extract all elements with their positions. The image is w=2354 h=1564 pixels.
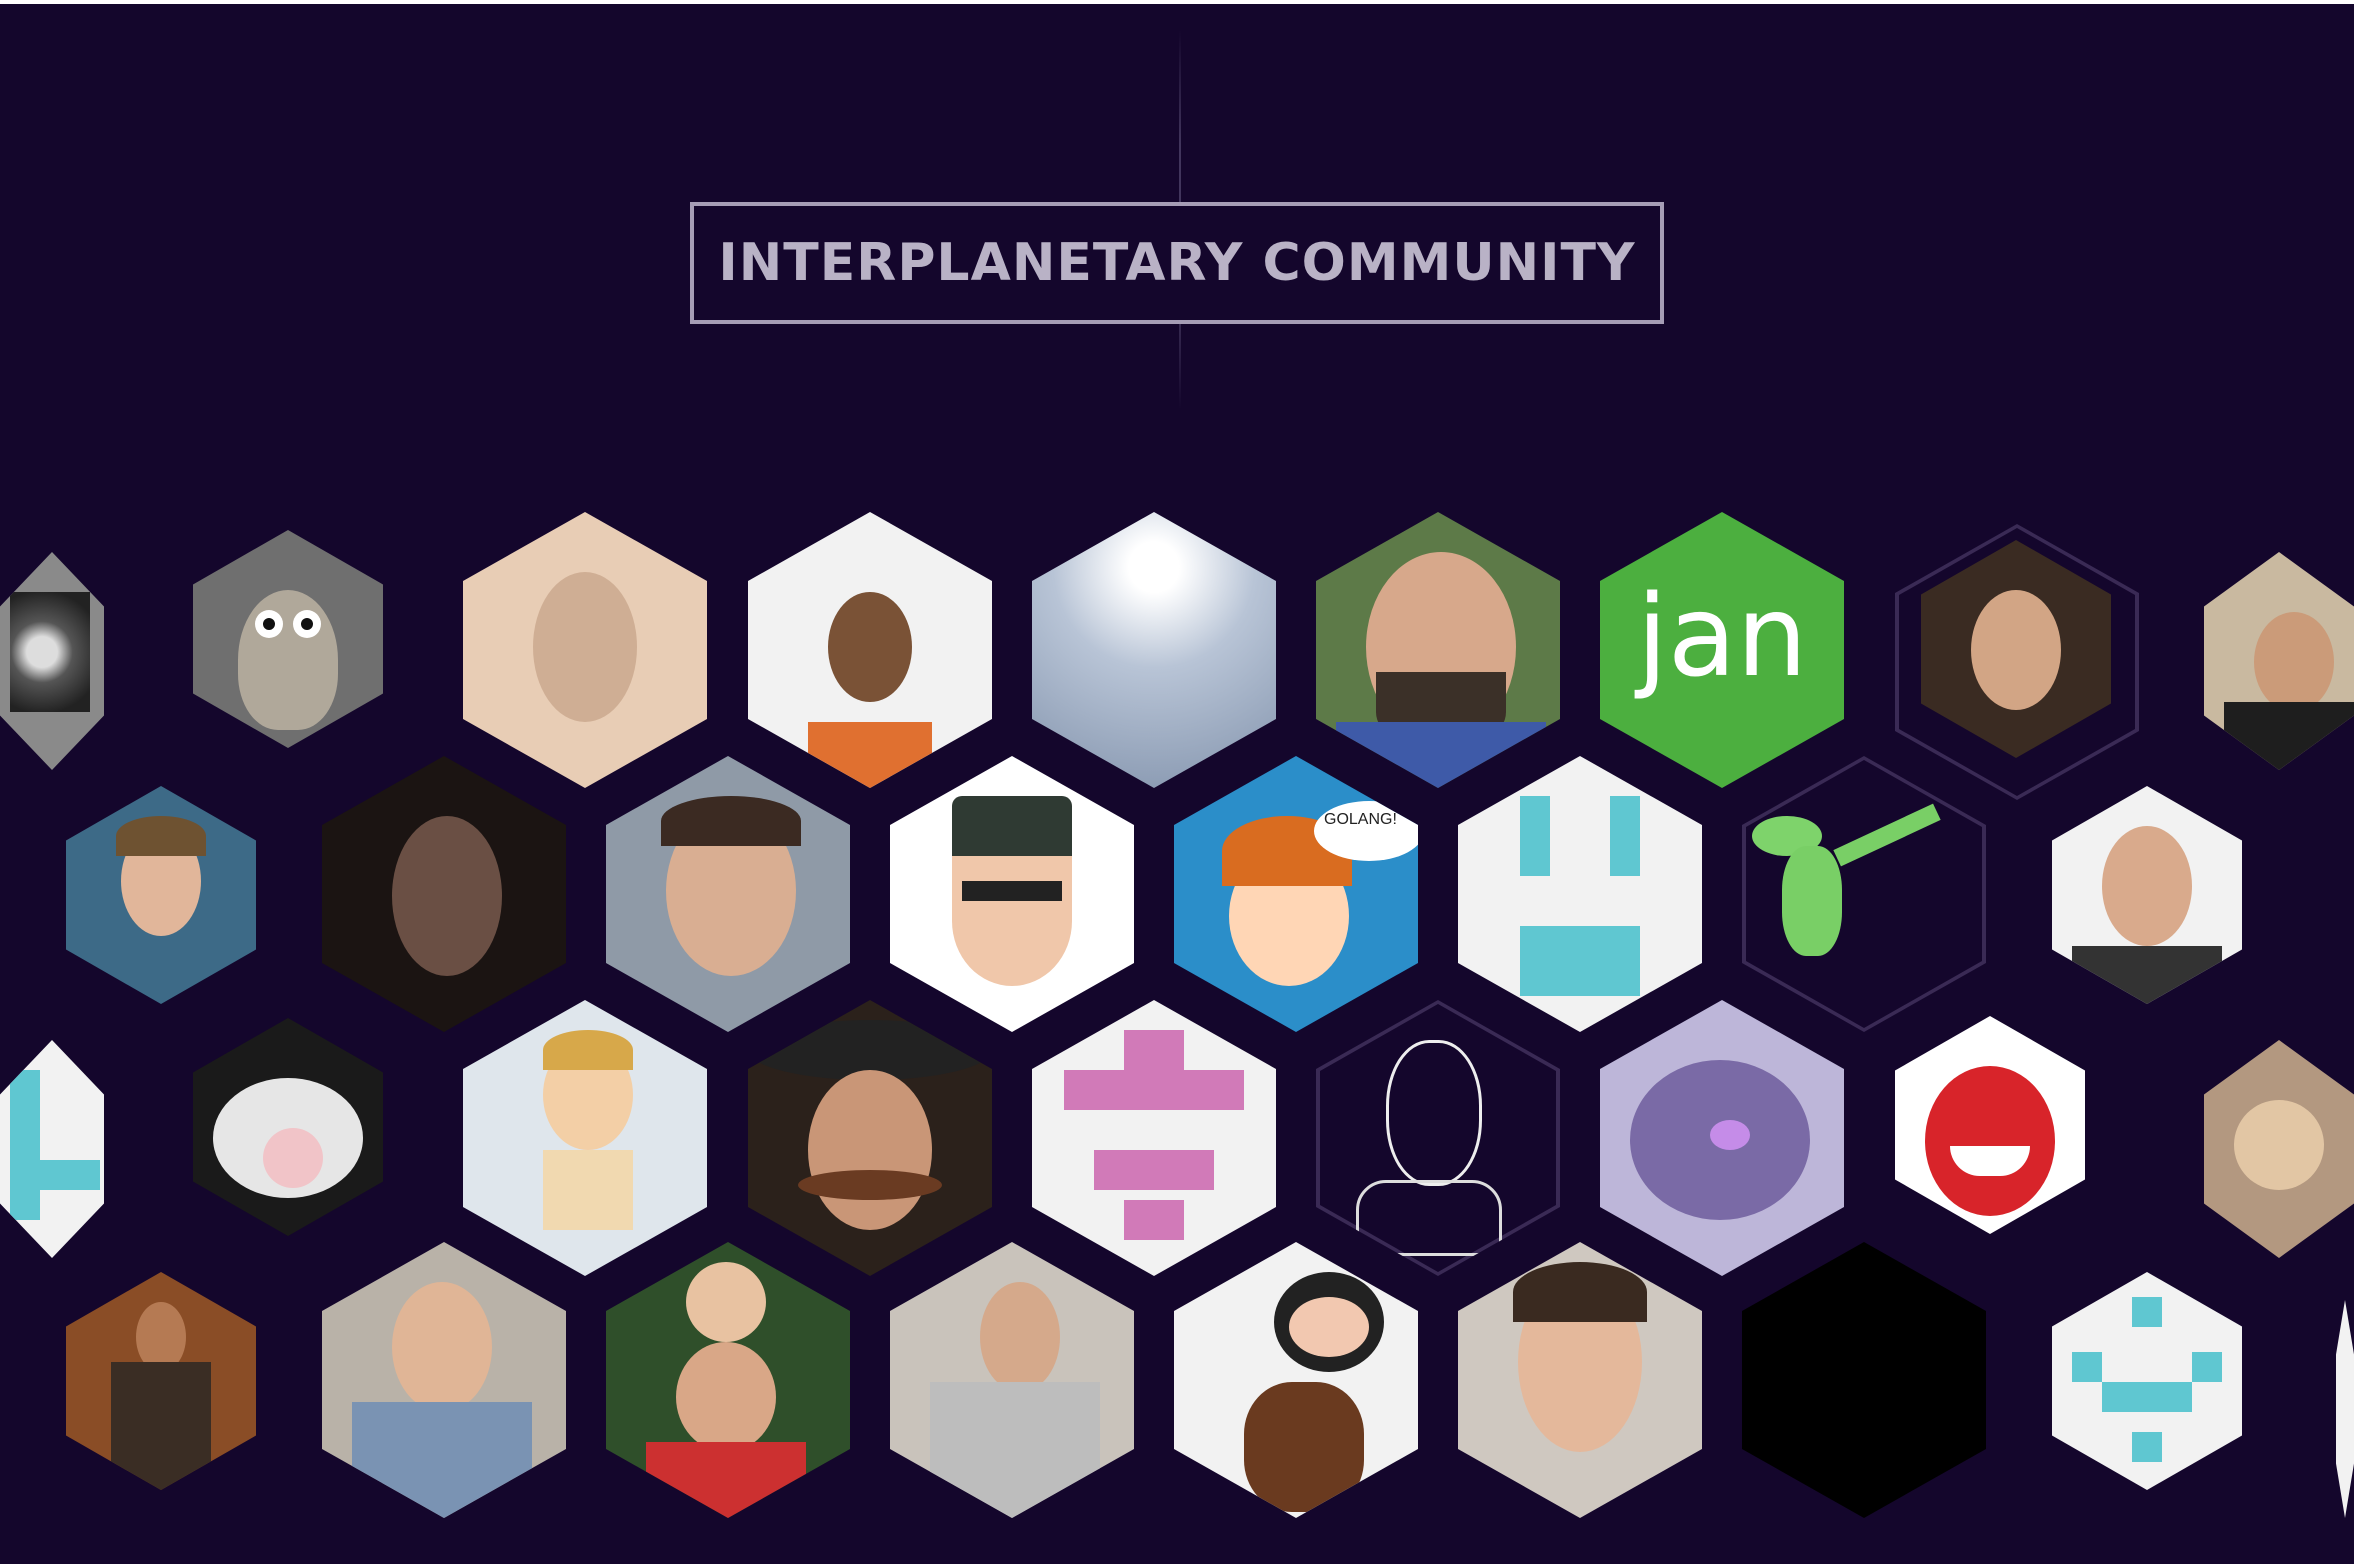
avatar-golang-cartoon[interactable]: GOLANG!: [1174, 756, 1418, 1032]
jan-label: jan: [1636, 572, 1808, 702]
avatar-identicon-teal-diamond[interactable]: [2052, 1272, 2242, 1490]
avatar-smiling-young-man[interactable]: [66, 786, 256, 1004]
avatar-gopher-clay[interactable]: [193, 530, 383, 748]
avatar-glasses-man[interactable]: [606, 756, 850, 1032]
avatar-black-tile[interactable]: [1742, 1242, 1986, 1518]
avatar-sketch-portrait[interactable]: [463, 512, 707, 788]
avatar-young-man-portrait[interactable]: [1458, 1242, 1702, 1518]
avatar-identicon-teal-face[interactable]: [1458, 756, 1702, 1032]
avatar-smiling-man[interactable]: [2052, 786, 2242, 1004]
avatar-identicon-pink[interactable]: [1032, 1000, 1276, 1276]
avatar-mustache-man[interactable]: [748, 1000, 992, 1276]
avatar-sky-photo[interactable]: [1032, 512, 1276, 788]
avatar-jan-tile[interactable]: jan: [1600, 512, 1844, 788]
avatar-bearded-man[interactable]: [1316, 512, 1560, 788]
avatar-dark-portrait[interactable]: [322, 756, 566, 1032]
section-title: INTERPLANETARY COMMUNITY: [718, 233, 1636, 293]
avatar-man-in-suit[interactable]: [66, 1272, 256, 1490]
avatar-speaker-with-mic[interactable]: [890, 1242, 1134, 1518]
avatar-kitten-closeup[interactable]: [193, 1018, 383, 1236]
avatar-man-suit-smiling[interactable]: [2204, 552, 2354, 770]
avatar-kitten-in-shell[interactable]: [2204, 1040, 2354, 1258]
avatar-red-mascot[interactable]: [1895, 1016, 2085, 1234]
section-title-box: INTERPLANETARY COMMUNITY: [690, 202, 1664, 324]
avatar-identicon-teal[interactable]: [0, 1040, 104, 1258]
avatar-octocat-muscle[interactable]: [1174, 1242, 1418, 1518]
avatar-man-with-cat[interactable]: [322, 1242, 566, 1518]
avatar-cat-photo[interactable]: [0, 552, 104, 770]
avatar-partial-edge[interactable]: [2336, 1300, 2354, 1518]
avatar-sketch-drawing[interactable]: [1316, 1000, 1560, 1276]
avatar-cartoon-cap-man[interactable]: [890, 756, 1134, 1032]
avatar-man-with-baby[interactable]: [606, 1242, 850, 1518]
golang-speech-label: GOLANG!: [1324, 811, 1397, 828]
avatar-teen-portrait[interactable]: [748, 512, 992, 788]
avatar-purple-cat[interactable]: [1600, 1000, 1844, 1276]
avatar-green-frog[interactable]: [1742, 756, 1986, 1032]
avatar-cartoon-glasses-boy[interactable]: [463, 1000, 707, 1276]
top-border: [0, 0, 2354, 4]
